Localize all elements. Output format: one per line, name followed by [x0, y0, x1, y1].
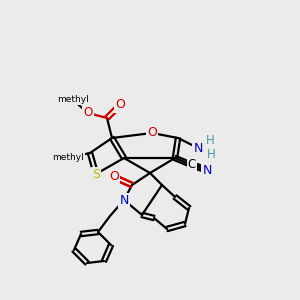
- Text: N: N: [193, 142, 203, 154]
- Text: S: S: [92, 167, 100, 181]
- Text: N: N: [202, 164, 212, 176]
- Text: N: N: [119, 194, 129, 206]
- Text: N: N: [202, 164, 212, 176]
- Text: methyl: methyl: [57, 95, 89, 104]
- Text: H: H: [207, 148, 215, 161]
- Text: C: C: [188, 160, 196, 170]
- Text: O: O: [83, 106, 93, 119]
- Text: H: H: [206, 134, 214, 146]
- Text: O: O: [147, 127, 157, 140]
- Text: methyl: methyl: [52, 154, 84, 163]
- Text: O: O: [115, 98, 125, 112]
- Text: O: O: [109, 170, 119, 184]
- Text: C: C: [188, 158, 196, 172]
